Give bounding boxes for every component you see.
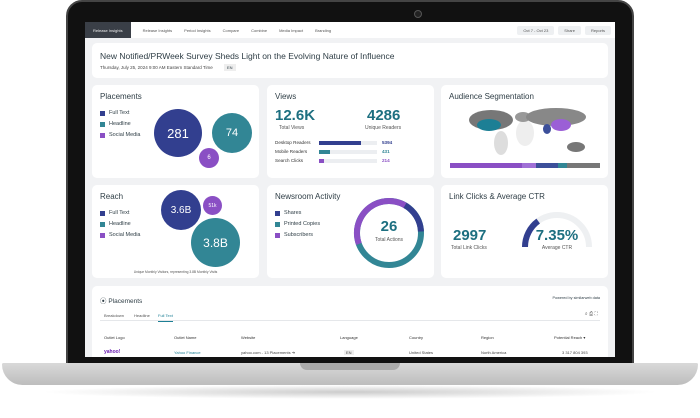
- page-title: New Notified/PRWeek Survey Sheds Light o…: [100, 51, 395, 61]
- newsroom-donut: [354, 198, 424, 268]
- legend-headline: Headline: [100, 121, 131, 127]
- total-actions-label: Total Actions: [374, 237, 404, 243]
- top-nav: Release Insights Release Insights Period…: [85, 22, 615, 38]
- tab-full-text[interactable]: Full Text: [158, 313, 173, 322]
- col-country: Country: [409, 335, 424, 340]
- laptop-shadow: [40, 385, 660, 399]
- tab-breakdown[interactable]: Breakdown: [104, 313, 125, 318]
- col-potential-reach[interactable]: Potential Reach ▾: [554, 335, 586, 340]
- date-range-button[interactable]: Oct 7 - Oct 23: [517, 25, 555, 35]
- col-language: Language: [340, 335, 358, 340]
- tab-headline[interactable]: Headline: [134, 313, 150, 318]
- table-title: ⦿ Placements: [100, 298, 143, 305]
- nav-combine[interactable]: Combine: [251, 27, 268, 33]
- region: North America: [481, 350, 507, 355]
- world-map[interactable]: [461, 105, 591, 157]
- nav-branding[interactable]: Branding: [315, 27, 332, 33]
- bar-track: [319, 159, 377, 163]
- bar-track: [319, 150, 377, 154]
- language-badge: EN: [224, 64, 236, 71]
- placements-table-card: ⦿ Placements Powered by similarweb data …: [92, 286, 608, 357]
- bubble-social: 6: [199, 148, 219, 168]
- header-card: New Notified/PRWeek Survey Sheds Light o…: [92, 43, 608, 78]
- card-title: Reach: [100, 192, 124, 201]
- card-title: Placements: [100, 92, 142, 101]
- bubble-headline: 74: [212, 113, 252, 153]
- total-views-label: Total Views: [279, 125, 305, 131]
- bar-label: Mobile Readers: [275, 149, 308, 154]
- legend-printed: Printed Copies: [275, 221, 320, 227]
- col-outlet-name: Outlet Name: [174, 335, 197, 340]
- nav-home[interactable]: Release Insights: [85, 22, 131, 38]
- bubble-headline: 3.8B: [191, 218, 240, 267]
- bar-value: 431: [382, 149, 390, 154]
- language-badge: EN: [344, 350, 354, 355]
- nav-release-insights[interactable]: Release Insights: [142, 27, 173, 33]
- unique-readers-label: Unique Readers: [365, 125, 402, 131]
- nav-media-impact[interactable]: Media Impact: [279, 27, 304, 33]
- laptop-notch: [300, 363, 400, 370]
- total-actions: 26: [380, 218, 398, 235]
- bubble-full-text: 3.6B: [161, 190, 201, 230]
- ctr-gauge: [522, 212, 592, 248]
- legend-full-text: Full Text: [100, 210, 129, 216]
- card-title: Views: [275, 92, 297, 101]
- total-link-clicks-label: Total Link Clicks: [451, 245, 487, 251]
- table-tools: ⌕ ⎙ ⛶: [585, 311, 598, 317]
- segmentation-bar: [450, 163, 600, 168]
- placements-card: Placements Full Text Headline Social Med…: [92, 85, 259, 178]
- legend-social: Social Media: [100, 232, 141, 238]
- powered-by: Powered by similarweb data: [552, 296, 600, 300]
- legend-shares: Shares: [275, 210, 301, 216]
- screen: Release Insights Release Insights Period…: [85, 22, 615, 357]
- release-date: Thursday, July 25, 2024 9:00 AM Eastern …: [100, 65, 213, 70]
- outlet-logo: yahoo!: [104, 349, 121, 355]
- total-link-clicks: 2997: [453, 227, 487, 244]
- legend-headline: Headline: [100, 221, 131, 227]
- bar-track: [319, 141, 377, 145]
- share-button[interactable]: Share: [558, 25, 581, 35]
- newsroom-card: Newsroom Activity Shares Printed Copies …: [267, 185, 434, 278]
- total-views: 12.6K: [275, 107, 316, 124]
- nav-compare[interactable]: Compare: [222, 27, 240, 33]
- views-card: Views 12.6K Total Views 4286 Unique Read…: [267, 85, 434, 178]
- legend-social: Social Media: [100, 132, 141, 138]
- outlet-name-link[interactable]: Yahoo Finance: [174, 350, 201, 355]
- average-ctr-label: Average CTR: [541, 245, 573, 251]
- expand-icon[interactable]: ⛶: [594, 311, 598, 317]
- legend-subscribers: Subscribers: [275, 232, 313, 238]
- average-ctr: 7.35%: [535, 227, 579, 244]
- potential-reach: 3 317 804 393: [562, 350, 588, 355]
- col-region: Region: [481, 335, 494, 340]
- ctr-card: Link Clicks & Average CTR 2997 Total Lin…: [441, 185, 608, 278]
- reports-button[interactable]: Reports: [584, 25, 611, 35]
- reach-card: Reach Full Text Headline Social Media 3.…: [92, 185, 259, 278]
- bar-fill: [319, 141, 361, 145]
- reach-footnote: Unique Monthly Visitors, representing 3.…: [133, 270, 218, 274]
- bar-label: Desktop Readers: [275, 140, 311, 145]
- audience-card: Audience Segmentation: [441, 85, 608, 178]
- card-title: Link Clicks & Average CTR: [449, 192, 545, 201]
- bar-fill: [319, 159, 325, 163]
- bubble-social: 51k: [203, 196, 222, 215]
- bar-value: 5394: [382, 140, 393, 145]
- col-outlet-logo: Outlet Logo: [104, 335, 125, 340]
- bar-fill: [319, 150, 331, 154]
- tab-divider: [100, 320, 600, 321]
- bar-label: Search Clicks: [275, 158, 304, 163]
- card-title: Newsroom Activity: [275, 192, 341, 201]
- camera: [414, 10, 422, 18]
- print-icon[interactable]: ⎙: [589, 311, 594, 317]
- search-icon[interactable]: ⌕: [584, 311, 588, 317]
- unique-readers: 4286: [367, 107, 401, 124]
- bubble-full-text: 281: [154, 109, 202, 157]
- website-link[interactable]: yahoo.com - 13 Placements ➔: [241, 350, 296, 355]
- country: United States: [409, 350, 434, 355]
- legend-full-text: Full Text: [100, 110, 129, 116]
- bar-value: 214: [382, 158, 390, 163]
- laptop-base: [2, 363, 698, 385]
- card-title: Audience Segmentation: [449, 92, 534, 101]
- col-website: Website: [241, 335, 256, 340]
- nav-period-insights[interactable]: Period Insights: [184, 27, 211, 33]
